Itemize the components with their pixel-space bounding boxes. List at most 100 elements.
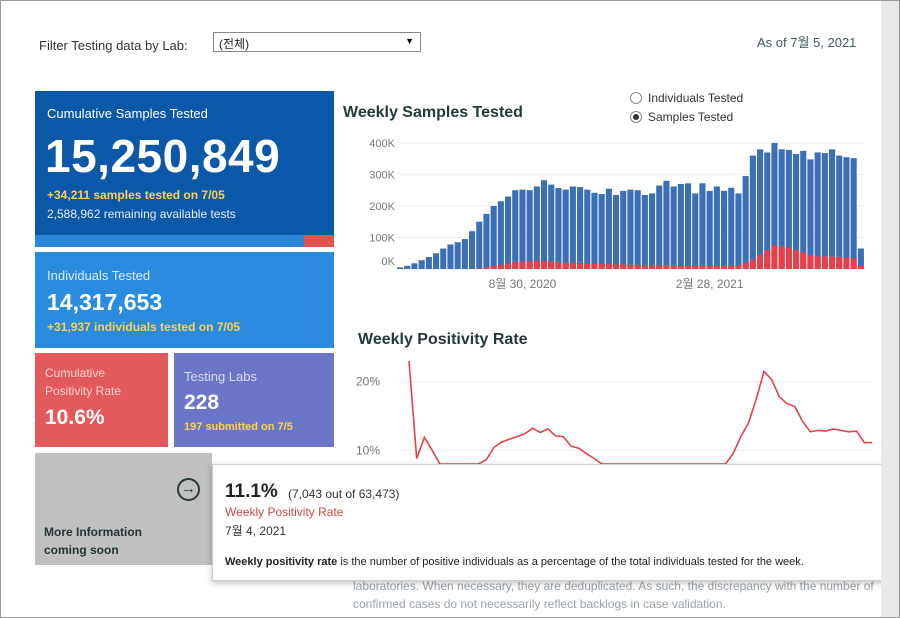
- bar-positive[interactable]: [476, 268, 483, 269]
- weekly-samples-chart[interactable]: 0K 100K 200K 300K 400K 8월 30, 2020 2월 28, 2021: [337, 131, 877, 301]
- bar-samples[interactable]: [555, 188, 562, 269]
- bar-samples[interactable]: [757, 149, 764, 269]
- bar-positive[interactable]: [663, 264, 670, 269]
- bar-positive[interactable]: [548, 261, 555, 269]
- bar-samples[interactable]: [634, 190, 641, 269]
- bar-samples[interactable]: [807, 159, 814, 269]
- bar-samples[interactable]: [562, 189, 569, 269]
- bar-samples[interactable]: [411, 263, 418, 269]
- radio-individuals-tested[interactable]: Individuals Tested: [630, 88, 743, 107]
- bar-positive[interactable]: [814, 256, 821, 269]
- bar-samples[interactable]: [418, 260, 425, 269]
- bar-samples[interactable]: [620, 190, 627, 269]
- bar-positive[interactable]: [735, 265, 742, 269]
- bar-positive[interactable]: [706, 265, 713, 269]
- bar-samples[interactable]: [526, 190, 533, 269]
- bar-positive[interactable]: [526, 261, 533, 269]
- bar-positive[interactable]: [605, 263, 612, 269]
- bar-samples[interactable]: [598, 194, 605, 269]
- bar-samples[interactable]: [793, 154, 800, 269]
- bar-samples[interactable]: [735, 193, 742, 269]
- bar-positive[interactable]: [656, 264, 663, 269]
- bar-positive[interactable]: [677, 265, 684, 269]
- bar-samples[interactable]: [627, 189, 634, 269]
- bar-samples[interactable]: [584, 189, 591, 269]
- weekly-positivity-chart[interactable]: 10% 20%: [337, 356, 877, 466]
- bar-positive[interactable]: [778, 246, 785, 269]
- bar-positive[interactable]: [577, 263, 584, 269]
- bar-positive[interactable]: [742, 262, 749, 269]
- bar-samples[interactable]: [670, 186, 677, 269]
- bar-positive[interactable]: [519, 261, 526, 269]
- bar-samples[interactable]: [850, 158, 857, 269]
- bar-samples[interactable]: [685, 183, 692, 269]
- bar-samples[interactable]: [512, 190, 519, 269]
- bar-samples[interactable]: [483, 213, 490, 269]
- bar-samples[interactable]: [843, 157, 850, 269]
- bar-positive[interactable]: [749, 259, 756, 269]
- bar-samples[interactable]: [490, 206, 497, 269]
- bar-positive[interactable]: [670, 265, 677, 269]
- bar-samples[interactable]: [663, 180, 670, 269]
- radio-button-icon[interactable]: [630, 91, 642, 104]
- bar-samples[interactable]: [397, 267, 404, 269]
- bar-positive[interactable]: [821, 256, 828, 269]
- bar-positive[interactable]: [685, 265, 692, 269]
- bar-samples[interactable]: [800, 150, 807, 269]
- bar-samples[interactable]: [476, 221, 483, 269]
- radio-samples-tested[interactable]: Samples Tested: [630, 107, 743, 126]
- bar-samples[interactable]: [548, 184, 555, 269]
- bar-samples[interactable]: [699, 183, 706, 269]
- bar-samples[interactable]: [706, 190, 713, 269]
- bar-samples[interactable]: [433, 253, 440, 269]
- bar-positive[interactable]: [620, 264, 627, 269]
- bar-positive[interactable]: [843, 257, 850, 269]
- bar-samples[interactable]: [677, 183, 684, 269]
- bar-positive[interactable]: [483, 267, 490, 269]
- bar-samples[interactable]: [469, 231, 476, 269]
- bar-samples[interactable]: [404, 265, 411, 269]
- bar-positive[interactable]: [836, 257, 843, 269]
- bar-samples[interactable]: [764, 152, 771, 269]
- bar-samples[interactable]: [533, 186, 540, 269]
- bar-positive[interactable]: [541, 261, 548, 269]
- bar-samples[interactable]: [641, 194, 648, 269]
- bar-positive[interactable]: [649, 264, 656, 269]
- bar-positive[interactable]: [562, 262, 569, 269]
- radio-button-selected-icon[interactable]: [630, 110, 642, 123]
- bar-samples[interactable]: [778, 149, 785, 269]
- bar-positive[interactable]: [728, 265, 735, 269]
- bar-positive[interactable]: [807, 255, 814, 269]
- bar-positive[interactable]: [800, 252, 807, 269]
- lab-filter-select[interactable]: (전체) ▼: [213, 32, 421, 52]
- bar-samples[interactable]: [440, 248, 447, 269]
- bar-samples[interactable]: [577, 187, 584, 269]
- bar-positive[interactable]: [533, 260, 540, 269]
- bar-positive[interactable]: [591, 263, 598, 269]
- bar-samples[interactable]: [656, 185, 663, 269]
- bar-positive[interactable]: [764, 250, 771, 269]
- bar-positive[interactable]: [634, 264, 641, 269]
- bar-samples[interactable]: [829, 149, 836, 269]
- bar-positive[interactable]: [713, 265, 720, 269]
- positivity-line[interactable]: [408, 361, 872, 465]
- bar-samples[interactable]: [541, 180, 548, 269]
- bar-positive[interactable]: [721, 265, 728, 269]
- bar-samples[interactable]: [857, 248, 864, 269]
- bar-samples[interactable]: [605, 188, 612, 269]
- bar-samples[interactable]: [461, 239, 468, 269]
- bar-samples[interactable]: [836, 155, 843, 269]
- bar-samples[interactable]: [692, 193, 699, 269]
- bar-positive[interactable]: [785, 247, 792, 269]
- vertical-scrollbar[interactable]: [881, 1, 899, 617]
- bar-positive[interactable]: [641, 264, 648, 269]
- bar-positive[interactable]: [627, 264, 634, 269]
- bar-samples[interactable]: [821, 153, 828, 269]
- bar-positive[interactable]: [793, 250, 800, 269]
- bar-samples[interactable]: [591, 192, 598, 269]
- bar-positive[interactable]: [598, 263, 605, 269]
- bar-samples[interactable]: [771, 143, 778, 269]
- bar-samples[interactable]: [613, 194, 620, 269]
- bar-samples[interactable]: [454, 242, 461, 269]
- bar-samples[interactable]: [721, 190, 728, 269]
